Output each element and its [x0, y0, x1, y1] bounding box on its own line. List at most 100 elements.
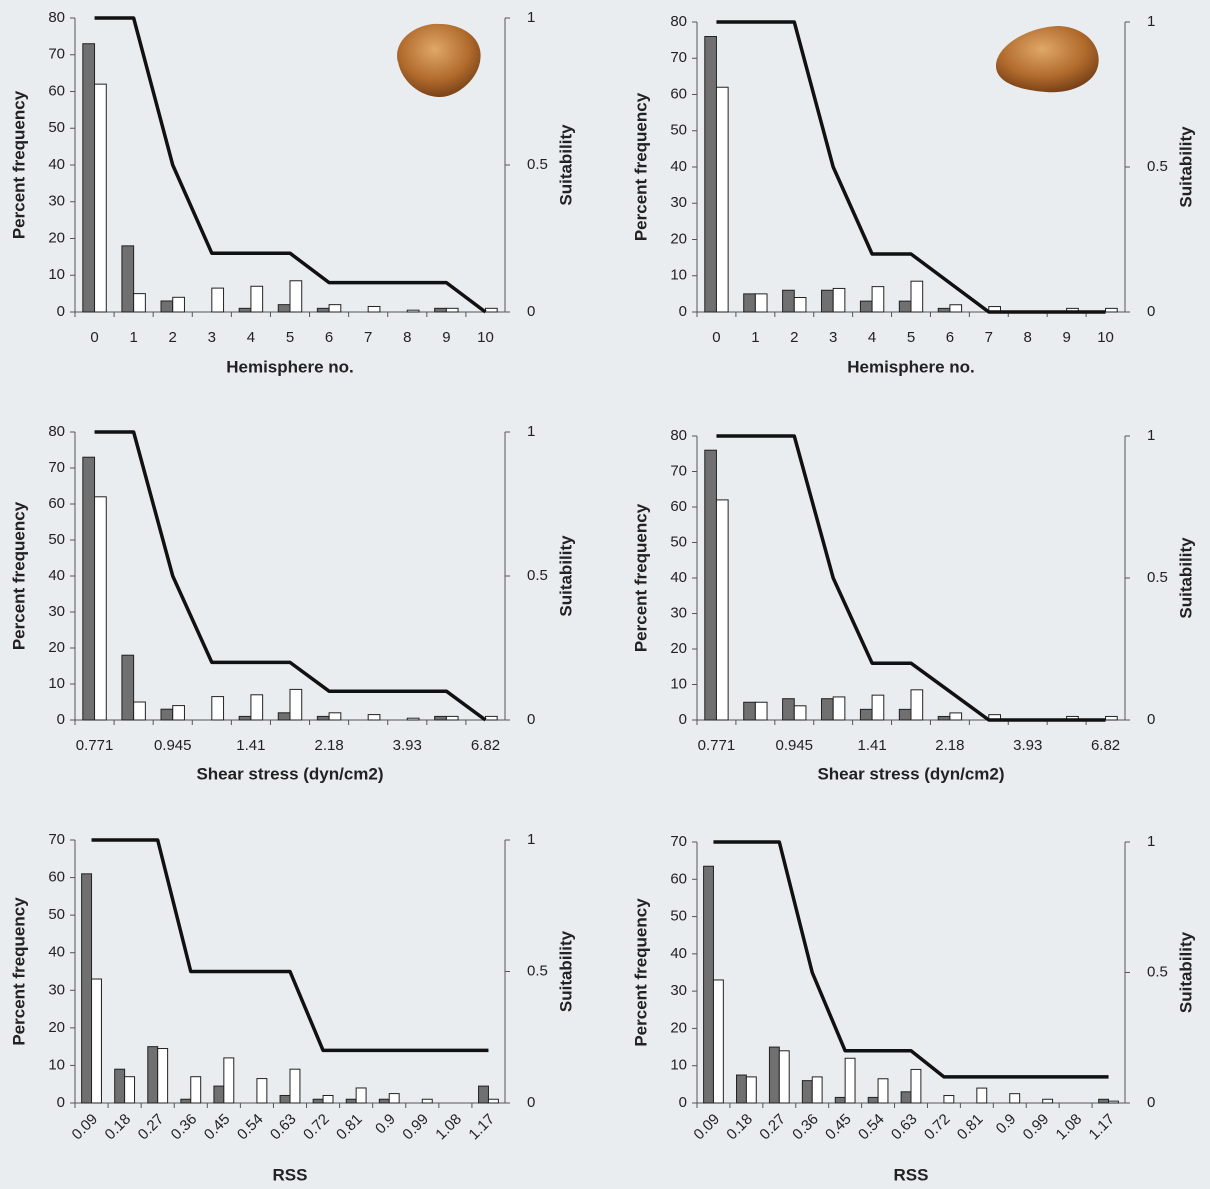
- x-tick-label: 0.81: [333, 1111, 366, 1144]
- y2-tick-label: 0: [1147, 303, 1155, 320]
- bar: [871, 286, 885, 313]
- mussel-image: [996, 26, 1099, 93]
- bar: [121, 654, 135, 721]
- y2-tick-label: 1: [527, 423, 535, 440]
- y2-axis-title: Suitability: [556, 930, 575, 1012]
- bar: [1098, 1098, 1110, 1104]
- y2-tick-label: 0.5: [1147, 569, 1168, 586]
- x-tick-label: 10: [477, 329, 494, 346]
- bar: [124, 1076, 136, 1104]
- bar: [345, 1098, 357, 1104]
- y-tick-label: 40: [670, 158, 687, 175]
- bar: [782, 698, 795, 721]
- y-tick-label: 0: [679, 303, 687, 320]
- bar: [704, 36, 717, 313]
- bar: [487, 1098, 499, 1104]
- bar: [91, 978, 102, 1104]
- y-tick-label: 60: [670, 870, 687, 887]
- bar: [1108, 1100, 1119, 1104]
- y-tick-label: 70: [48, 46, 65, 63]
- bar: [793, 297, 807, 313]
- bar: [743, 701, 756, 721]
- x-tick-label: 0.945: [775, 737, 813, 754]
- y-tick-label: 70: [670, 833, 687, 850]
- bar: [160, 708, 174, 721]
- x-tick-label: 1.41: [236, 737, 265, 754]
- bar: [238, 307, 252, 313]
- y-tick-label: 30: [48, 193, 65, 210]
- y-tick-label: 40: [48, 156, 65, 173]
- y-tick-label: 10: [48, 1056, 65, 1073]
- y-tick-label: 50: [48, 906, 65, 923]
- bar: [736, 1074, 747, 1104]
- bar: [859, 708, 873, 721]
- bar: [801, 1080, 813, 1104]
- suitability-line: [94, 430, 487, 722]
- bar: [782, 289, 795, 313]
- x-tick-label: 9: [442, 329, 450, 346]
- bar: [421, 1098, 433, 1104]
- y-tick-label: 70: [48, 459, 65, 476]
- x-tick-label: 5: [907, 329, 915, 346]
- bar: [211, 696, 225, 721]
- bar: [190, 1076, 202, 1104]
- x-tick-label: 0.99: [1020, 1111, 1053, 1144]
- bar: [768, 1046, 780, 1104]
- x-tick-label: 1.17: [465, 1111, 498, 1144]
- bar: [157, 1048, 169, 1104]
- y-axis-title: Percent frequency: [631, 92, 650, 241]
- bar: [82, 456, 96, 721]
- bar: [910, 280, 924, 313]
- y-tick-label: 80: [48, 423, 65, 440]
- bar: [937, 307, 951, 313]
- y2-tick-label: 1: [527, 831, 535, 848]
- bar: [943, 1095, 955, 1104]
- x-tick-label: 0.09: [69, 1111, 102, 1144]
- x-tick-label: 0: [712, 329, 720, 346]
- y-tick-label: 0: [57, 711, 65, 728]
- y-axis-title: Percent frequency: [631, 898, 650, 1047]
- x-tick-label: 3: [829, 329, 837, 346]
- x-tick-label: 0.54: [234, 1111, 267, 1144]
- bar: [172, 296, 185, 313]
- x-tick-label: 3: [208, 329, 216, 346]
- y2-tick-label: 0.5: [1147, 158, 1168, 175]
- bar: [256, 1078, 268, 1104]
- y-tick-label: 0: [57, 303, 65, 320]
- bar: [250, 285, 264, 313]
- bar: [445, 307, 459, 313]
- x-tick-label: 1.17: [1086, 1111, 1119, 1144]
- bar: [211, 287, 225, 313]
- y-tick-label: 30: [48, 981, 65, 998]
- x-tick-label: 0.36: [789, 1111, 822, 1144]
- y-tick-label: 60: [48, 869, 65, 886]
- bar: [250, 694, 264, 721]
- x-tick-label: 1: [751, 329, 759, 346]
- y-axis-title: Percent frequency: [9, 90, 28, 239]
- bar: [406, 309, 420, 313]
- bar: [478, 1085, 489, 1104]
- bar: [834, 1096, 846, 1104]
- bar: [877, 1078, 889, 1104]
- bar: [871, 694, 885, 721]
- bar: [821, 698, 834, 721]
- bar: [949, 712, 963, 721]
- bar: [832, 287, 846, 313]
- y-tick-label: 10: [670, 267, 687, 284]
- x-tick-label: 0.18: [723, 1111, 756, 1144]
- bar: [355, 1087, 367, 1104]
- bar: [844, 1057, 856, 1104]
- y-tick-label: 30: [48, 603, 65, 620]
- bar: [859, 300, 873, 313]
- y2-tick-label: 0.5: [527, 156, 548, 173]
- bar: [910, 689, 924, 721]
- y-tick-label: 30: [670, 604, 687, 621]
- x-tick-label: 4: [868, 329, 876, 346]
- bar: [1009, 1093, 1021, 1104]
- suitability-line: [94, 16, 487, 314]
- x-tick-label: 2: [169, 329, 177, 346]
- bar: [316, 307, 330, 313]
- bar: [121, 245, 135, 313]
- bar: [703, 865, 714, 1104]
